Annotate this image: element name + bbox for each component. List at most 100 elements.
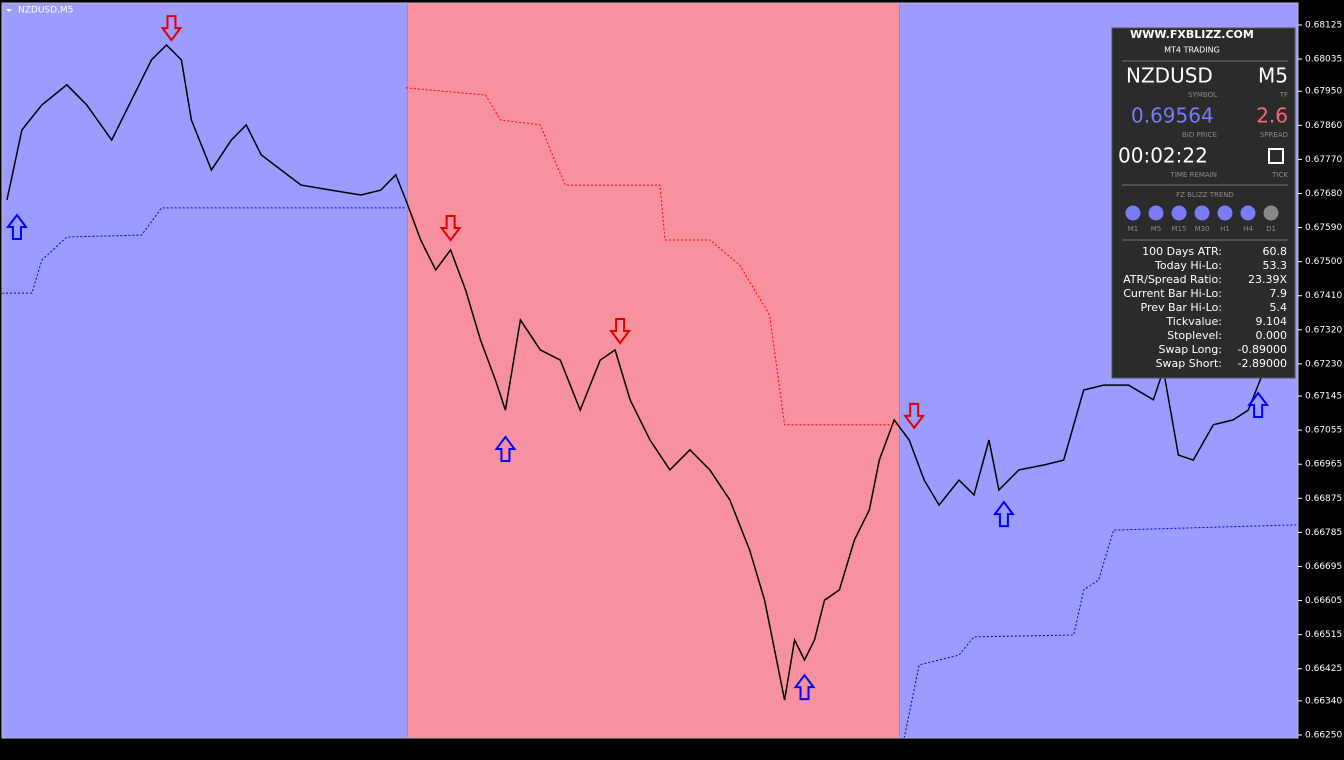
stat-label: Stoplevel: xyxy=(1167,329,1222,342)
stat-label: ATR/Spread Ratio: xyxy=(1123,273,1222,286)
stat-label: 100 Days ATR: xyxy=(1142,245,1222,258)
stat-value: 53.3 xyxy=(1263,259,1288,272)
stat-label: Swap Short: xyxy=(1156,357,1222,370)
y-tick-label: 0.66875 xyxy=(1305,494,1342,504)
y-tick-label: 0.67680 xyxy=(1305,189,1342,199)
y-tick-label: 0.68125 xyxy=(1305,20,1342,30)
y-tick-label: 0.66605 xyxy=(1305,596,1342,606)
trend-tf: H4 xyxy=(1243,225,1253,233)
caption: TICK xyxy=(1271,171,1288,179)
trend-dot xyxy=(1148,205,1164,221)
signal-arrow xyxy=(609,318,632,345)
stat-value: 7.9 xyxy=(1270,287,1288,300)
y-tick-label: 0.66250 xyxy=(1305,730,1342,740)
trend-zone xyxy=(407,3,900,738)
panel-tf: M5 xyxy=(1258,64,1288,88)
y-tick-label: 0.67055 xyxy=(1305,426,1342,436)
stat-value: -0.89000 xyxy=(1238,343,1287,356)
y-tick-label: 0.66785 xyxy=(1305,528,1342,538)
trend-tf: M30 xyxy=(1195,225,1210,233)
symbol-label: NZDUSD,M5 xyxy=(18,6,73,16)
stop-line xyxy=(405,87,900,426)
signal-arrow xyxy=(793,673,816,701)
trend-zone xyxy=(2,3,408,738)
panel-symbol: NZDUSD xyxy=(1126,64,1213,88)
y-tick-label: 0.66425 xyxy=(1305,664,1342,674)
signal-arrow xyxy=(439,215,462,242)
signals xyxy=(793,673,816,701)
stat-label: Prev Bar Hi-Lo: xyxy=(1141,301,1222,314)
trend-tf: M15 xyxy=(1172,225,1187,233)
y-tick-label: 0.67500 xyxy=(1305,257,1342,267)
stat-value: 9.104 xyxy=(1256,315,1288,328)
stat-label: Today Hi-Lo: xyxy=(1154,259,1222,272)
signals xyxy=(609,318,632,345)
y-tick-label: 0.67770 xyxy=(1305,155,1342,165)
stat-label: Tickvalue: xyxy=(1165,315,1222,328)
stop-line xyxy=(903,524,1298,738)
trend-tf: H1 xyxy=(1220,225,1230,233)
tick-box xyxy=(1268,148,1284,164)
panel-bid: 0.69564 xyxy=(1131,104,1214,128)
caption: TIME REMAIN xyxy=(1170,171,1217,179)
y-tick-label: 0.67950 xyxy=(1305,87,1342,97)
trend-dot xyxy=(1125,205,1141,221)
y-tick-label: 0.67860 xyxy=(1305,121,1342,131)
trend-title: FZ BLIZZ TREND xyxy=(1176,191,1234,199)
stat-value: 5.4 xyxy=(1270,301,1288,314)
menu-triangle xyxy=(6,9,12,12)
trend-dot xyxy=(1194,205,1210,221)
y-tick-label: 0.67145 xyxy=(1305,392,1342,402)
y-tick-label: 0.67230 xyxy=(1305,359,1342,369)
y-tick-label: 0.68035 xyxy=(1305,55,1342,65)
signal-arrow xyxy=(992,500,1015,528)
signals xyxy=(494,435,517,462)
panel-subtitle: MT4 TRADING xyxy=(1164,46,1220,55)
y-tick-label: 0.66340 xyxy=(1305,696,1342,706)
stat-value: 0.000 xyxy=(1256,329,1288,342)
y-tick-label: 0.66695 xyxy=(1305,562,1342,572)
signals xyxy=(160,15,183,42)
caption: BID PRICE xyxy=(1182,131,1217,139)
trend-tf: M1 xyxy=(1128,225,1139,233)
signal-arrow xyxy=(160,15,183,42)
trend-tf: M5 xyxy=(1151,225,1162,233)
plot-border xyxy=(1,2,1299,739)
panel-time: 00:02:22 xyxy=(1118,144,1208,168)
panel-site: WWW.FXBLIZZ.COM xyxy=(1130,28,1254,41)
stat-value: 23.39X xyxy=(1248,273,1287,286)
stat-label: Swap Long: xyxy=(1158,343,1222,356)
signals xyxy=(1247,391,1270,419)
y-tick-label: 0.66965 xyxy=(1305,460,1342,470)
y-tick-label: 0.66515 xyxy=(1305,630,1342,640)
stat-value: -2.89000 xyxy=(1238,357,1287,370)
signals xyxy=(903,402,926,430)
signal-arrow xyxy=(1247,391,1270,419)
trend-tf: D1 xyxy=(1266,225,1276,233)
signals xyxy=(5,213,28,241)
info-panel: WWW.FXBLIZZ.COM MT4 TRADING NZDUSD SYMBO… xyxy=(1111,27,1296,379)
y-tick-label: 0.67590 xyxy=(1305,223,1342,233)
panel-spread: 2.6 xyxy=(1256,104,1288,128)
price-line xyxy=(6,43,1294,701)
caption: TF xyxy=(1279,91,1288,99)
trend-dot xyxy=(1263,205,1279,221)
trend-dot xyxy=(1171,205,1187,221)
caption: SPREAD xyxy=(1260,131,1288,139)
panel-bg xyxy=(1111,27,1296,379)
y-axis: 0.68125 0.68035 0.67950 0.67860 0.67770 0.676… xyxy=(1298,20,1342,740)
y-tick-label: 0.67410 xyxy=(1305,291,1342,301)
signals xyxy=(992,500,1015,528)
trend-dot xyxy=(1217,205,1233,221)
caption: SYMBOL xyxy=(1188,91,1217,99)
signal-arrow xyxy=(494,435,517,462)
stop-line xyxy=(2,207,406,294)
plot-area xyxy=(2,3,1298,738)
y-tick-label: 0.67320 xyxy=(1305,325,1342,335)
signal-arrow xyxy=(903,402,926,430)
signal-arrow xyxy=(5,213,28,241)
trend-dot xyxy=(1240,205,1256,221)
stat-label: Current Bar Hi-Lo: xyxy=(1123,287,1222,300)
